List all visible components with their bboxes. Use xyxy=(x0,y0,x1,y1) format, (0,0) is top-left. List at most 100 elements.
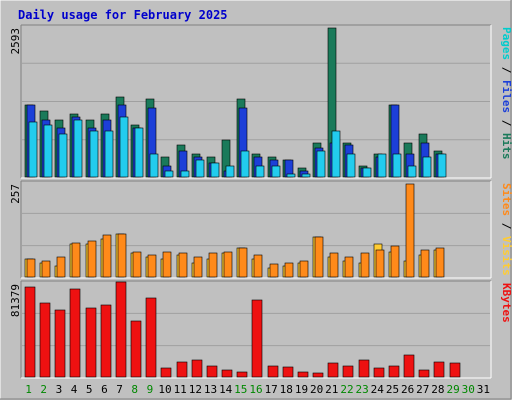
day-label-1: 1 xyxy=(25,383,32,396)
legend-entry: / xyxy=(500,216,512,236)
bar-sites-day-22 xyxy=(344,256,354,278)
bar-sites-day-10 xyxy=(162,251,172,278)
bar-pages-day-10 xyxy=(164,170,174,178)
bar-kbytes-day-2 xyxy=(39,302,51,378)
day-label-11: 11 xyxy=(174,383,187,396)
legend-label: KBytes xyxy=(500,283,512,323)
legend-entry: / xyxy=(500,60,512,80)
day-label-3: 3 xyxy=(56,383,63,396)
day-label-18: 18 xyxy=(280,383,293,396)
bar-kbytes-day-21 xyxy=(327,362,339,378)
bar-pages-day-18 xyxy=(286,173,296,178)
bar-kbytes-day-9 xyxy=(145,297,157,378)
bar-pages-day-3 xyxy=(58,133,68,178)
bar-pages-day-23 xyxy=(362,167,372,178)
bar-pages-day-6 xyxy=(104,130,114,178)
series-kbytes xyxy=(24,281,461,378)
legend-entry: Sites xyxy=(500,183,512,216)
bar-sites-day-20 xyxy=(314,236,324,278)
legend-entry: Files xyxy=(500,80,512,113)
panel-hits-files-pages: 2593 Pages / Files / Hits xyxy=(9,24,512,179)
legend-entry: / xyxy=(500,113,512,133)
bar-kbytes-day-6 xyxy=(100,304,112,378)
bar-pages-day-27 xyxy=(422,156,432,178)
panel-visits-sites: 257 Sites / Visits xyxy=(9,180,512,279)
bar-kbytes-day-16 xyxy=(251,299,263,378)
bar-pages-day-19 xyxy=(301,173,311,178)
bar-pages-day-5 xyxy=(89,130,99,178)
day-label-20: 20 xyxy=(310,383,323,396)
bar-kbytes-day-3 xyxy=(54,309,66,378)
bar-kbytes-day-17 xyxy=(267,365,279,378)
day-label-10: 10 xyxy=(158,383,171,396)
bar-sites-day-4 xyxy=(71,242,81,278)
day-label-28: 28 xyxy=(431,383,444,396)
bar-kbytes-day-27 xyxy=(418,369,430,378)
bar-pages-day-16 xyxy=(255,165,265,178)
bar-sites-day-18 xyxy=(284,262,294,278)
bar-sites-day-28 xyxy=(435,247,445,278)
bar-kbytes-day-22 xyxy=(342,365,354,378)
day-label-4: 4 xyxy=(71,383,78,396)
bar-sites-day-8 xyxy=(132,251,142,278)
bar-pages-day-24 xyxy=(377,153,387,178)
bar-sites-day-27 xyxy=(420,249,430,278)
day-label-6: 6 xyxy=(101,383,108,396)
bar-kbytes-day-19 xyxy=(297,371,309,378)
bar-kbytes-day-15 xyxy=(236,371,248,378)
legend-label: Pages / Files / Hits xyxy=(500,27,512,160)
panel-kbytes: 81379 KBytes xyxy=(9,280,512,379)
bar-pages-day-12 xyxy=(195,159,205,178)
day-label-7: 7 xyxy=(116,383,123,396)
bar-sites-day-6 xyxy=(102,234,112,278)
bar-kbytes-day-13 xyxy=(206,365,218,378)
bar-sites-day-3 xyxy=(56,256,66,278)
bar-sites-day-24 xyxy=(375,249,385,278)
bar-pages-day-11 xyxy=(180,170,190,178)
day-label-19: 19 xyxy=(295,383,308,396)
day-label-23: 23 xyxy=(355,383,368,396)
bar-pages-day-22 xyxy=(346,153,356,178)
bar-sites-day-5 xyxy=(87,240,97,278)
bar-kbytes-day-26 xyxy=(403,354,415,378)
bar-sites-day-17 xyxy=(269,263,279,278)
day-label-5: 5 xyxy=(86,383,93,396)
bar-sites-day-9 xyxy=(147,254,157,278)
legend-entry: Pages xyxy=(500,27,512,60)
day-label-24: 24 xyxy=(371,383,385,396)
bar-sites-day-16 xyxy=(253,254,263,278)
bar-kbytes-day-8 xyxy=(130,320,142,378)
bar-pages-day-1 xyxy=(28,121,38,178)
y-max-label: 257 xyxy=(9,184,22,204)
day-label-9: 9 xyxy=(147,383,154,396)
bar-pages-day-17 xyxy=(271,165,281,178)
bar-pages-day-2 xyxy=(43,124,53,178)
bar-sites-day-12 xyxy=(193,256,203,278)
bar-pages-day-9 xyxy=(149,153,159,178)
legend-entry: Visits xyxy=(500,236,512,276)
bar-pages-day-20 xyxy=(316,150,326,178)
bar-kbytes-day-1 xyxy=(24,286,36,378)
bar-sites-day-23 xyxy=(360,252,370,278)
day-label-25: 25 xyxy=(386,383,399,396)
bar-kbytes-day-5 xyxy=(85,307,97,378)
legend-entry: Hits xyxy=(500,133,512,160)
bar-sites-day-1 xyxy=(26,258,36,278)
bar-kbytes-day-14 xyxy=(221,369,233,378)
day-label-30: 30 xyxy=(462,383,475,396)
day-label-21: 21 xyxy=(325,383,338,396)
chart-title: Daily usage for February 2025 xyxy=(18,8,228,22)
day-label-8: 8 xyxy=(131,383,138,396)
bar-kbytes-day-11 xyxy=(176,361,188,378)
bar-pages-day-25 xyxy=(392,153,402,178)
bar-kbytes-day-12 xyxy=(191,359,203,378)
bar-pages-day-4 xyxy=(73,119,83,178)
series-sites xyxy=(26,183,445,278)
day-label-27: 27 xyxy=(416,383,429,396)
bar-kbytes-day-25 xyxy=(388,365,400,378)
y-max-label: 2593 xyxy=(9,28,22,55)
bar-pages-day-14 xyxy=(225,165,235,178)
day-label-14: 14 xyxy=(219,383,233,396)
bar-pages-day-28 xyxy=(437,153,447,178)
